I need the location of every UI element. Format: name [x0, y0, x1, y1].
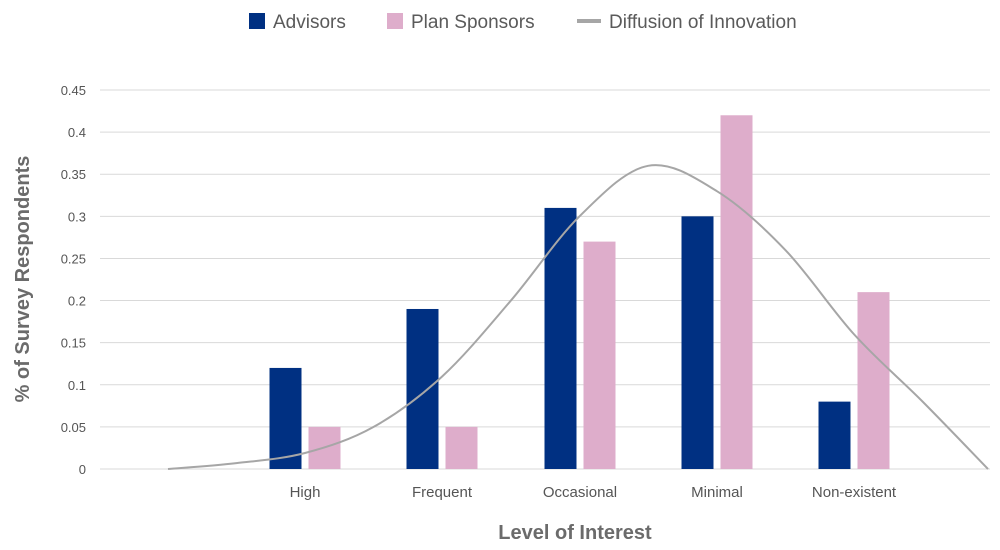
bar-advisors-occasional	[544, 207, 577, 469]
y-tick-label: 0.2	[68, 294, 86, 309]
bar-plan-sponsors-occasional	[583, 241, 616, 469]
bars	[269, 115, 890, 470]
legend-label-plan-sponsors: Plan Sponsors	[411, 12, 535, 33]
bar-advisors-frequent	[406, 308, 439, 469]
y-tick-label: 0.35	[61, 167, 86, 182]
x-tick-label: Non-existent	[812, 484, 897, 501]
y-tick-label: 0.15	[61, 336, 86, 351]
y-tick-label: 0.4	[68, 125, 86, 140]
bar-plan-sponsors-frequent	[445, 426, 478, 469]
x-tick-label: Minimal	[691, 484, 743, 501]
x-tick-label: Occasional	[543, 484, 617, 501]
y-tick-label: 0.05	[61, 420, 86, 435]
y-tick-label: 0	[79, 462, 86, 477]
y-tick-label: 0.1	[68, 378, 86, 393]
y-tick-label: 0.45	[61, 83, 86, 98]
y-axis-title: % of Survey Respondents	[12, 156, 34, 403]
x-tick-label: Frequent	[412, 484, 473, 501]
legend-label-diffusion-of-innovation: Diffusion of Innovation	[609, 12, 797, 33]
diffusion-curve	[167, 164, 989, 470]
legend: Advisors Plan Sponsors Diffusion of Innova…	[249, 12, 797, 33]
legend-swatch-plan-sponsors	[387, 13, 403, 29]
x-axis-categories: High Frequent Occasional Minimal Non-existen…	[290, 484, 897, 501]
x-tick-label: High	[290, 484, 321, 501]
legend-swatch-advisors	[249, 13, 265, 29]
y-tick-label: 0.25	[61, 251, 86, 266]
bar-plan-sponsors-minimal	[720, 115, 753, 470]
x-axis-title: Level of Interest	[498, 522, 652, 544]
legend-label-advisors: Advisors	[273, 12, 346, 33]
y-tick-label: 0.3	[68, 209, 86, 224]
bar-advisors-minimal	[681, 216, 714, 469]
bar-advisors-high	[269, 367, 302, 469]
bar-advisors-non-existent	[818, 401, 851, 469]
diffusion-curve-line	[167, 164, 989, 470]
y-axis-ticks: 0 0.05 0.1 0.15 0.2 0.25 0.3 0.35 0.4 0.45	[61, 83, 86, 477]
bar-plan-sponsors-non-existent	[857, 292, 890, 469]
